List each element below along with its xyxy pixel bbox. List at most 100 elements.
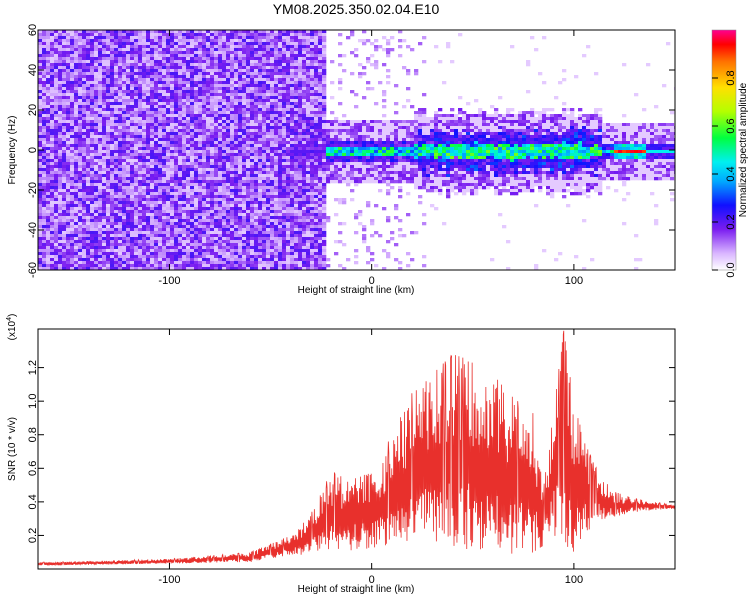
heatmap-cell xyxy=(242,240,247,244)
heatmap-cell xyxy=(218,252,223,256)
heatmap-cell xyxy=(122,210,127,214)
heatmap-cell xyxy=(214,126,219,130)
heatmap-cell xyxy=(110,57,115,61)
heatmap-cell xyxy=(234,114,239,118)
heatmap-cell xyxy=(218,258,223,262)
heatmap-cell xyxy=(230,177,235,181)
heatmap-cell xyxy=(270,189,275,193)
heatmap-cell xyxy=(154,213,159,217)
heatmap-cell xyxy=(46,228,51,232)
heatmap-cell xyxy=(94,264,99,268)
heatmap-cell xyxy=(130,228,135,232)
heatmap-cell xyxy=(102,69,107,73)
heatmap-cell xyxy=(146,33,151,37)
heatmap-cell xyxy=(230,156,235,160)
heatmap-cell xyxy=(182,153,187,157)
heatmap-cell xyxy=(194,33,199,37)
heatmap-cell xyxy=(70,258,75,262)
heatmap-cell xyxy=(234,135,239,139)
heatmap-cell xyxy=(254,171,259,175)
heatmap-cell xyxy=(114,189,119,193)
heatmap-cell xyxy=(202,63,207,67)
heatmap-cell xyxy=(194,225,199,229)
heatmap-cell xyxy=(158,36,163,40)
heatmap-cell xyxy=(70,147,75,151)
heatmap-cell xyxy=(70,225,75,229)
heatmap-cell xyxy=(114,69,119,73)
heatmap-cell xyxy=(286,105,291,109)
heatmap-cell xyxy=(114,111,119,115)
heatmap-cell xyxy=(110,33,115,37)
heatmap-cell xyxy=(250,51,255,55)
heatmap-cell xyxy=(186,231,191,235)
heatmap-cell xyxy=(66,168,71,172)
heatmap-cell xyxy=(258,243,263,247)
heatmap-cell xyxy=(194,87,199,91)
heatmap-cell xyxy=(174,33,179,37)
heatmap-cell xyxy=(190,144,195,148)
heatmap-cell xyxy=(218,183,223,187)
heatmap-cell xyxy=(134,72,139,76)
heatmap-cell xyxy=(46,159,51,163)
heatmap-cell xyxy=(210,249,215,253)
heatmap-cell xyxy=(90,33,95,37)
heatmap-cell xyxy=(182,231,187,235)
heatmap-cell xyxy=(238,153,243,157)
heatmap-cell xyxy=(38,252,43,256)
heatmap-cell xyxy=(238,90,243,94)
heatmap-cell xyxy=(150,147,155,151)
heatmap-cell xyxy=(82,135,87,139)
heatmap-cell xyxy=(130,216,135,220)
heatmap-cell xyxy=(206,210,211,214)
heatmap-cell xyxy=(106,219,111,223)
heatmap-cell xyxy=(122,228,127,232)
heatmap-cell xyxy=(86,231,91,235)
heatmap-cell xyxy=(178,114,183,118)
heatmap-cell xyxy=(158,183,163,187)
heatmap-cell xyxy=(130,147,135,151)
heatmap-cell xyxy=(230,249,235,253)
heatmap-cell xyxy=(158,132,163,136)
heatmap-cell xyxy=(234,216,239,220)
heatmap-cell xyxy=(278,177,283,181)
heatmap-cell xyxy=(238,264,243,268)
heatmap-cell xyxy=(198,30,203,34)
heatmap-cell xyxy=(258,36,263,40)
heatmap-cell xyxy=(174,267,179,270)
heatmap-cell xyxy=(202,33,207,37)
heatmap-cell xyxy=(190,75,195,79)
heatmap-cell xyxy=(282,36,287,40)
heatmap-cell xyxy=(122,213,127,217)
heatmap-cell xyxy=(258,165,263,169)
heatmap-cell xyxy=(194,267,199,270)
heatmap-cell xyxy=(170,144,175,148)
heatmap-cell xyxy=(206,171,211,175)
heatmap-cell xyxy=(62,195,67,199)
heatmap-cell xyxy=(66,156,71,160)
heatmap-cell xyxy=(206,30,211,34)
heatmap-cell xyxy=(166,138,171,142)
heatmap-cell xyxy=(270,261,275,265)
heatmap-cell xyxy=(222,240,227,244)
heatmap-cell xyxy=(186,183,191,187)
heatmap-cell xyxy=(270,198,275,202)
heatmap-cell xyxy=(190,228,195,232)
heatmap-cell xyxy=(78,213,83,217)
heatmap-cell xyxy=(142,231,147,235)
heatmap-cell xyxy=(70,63,75,67)
heatmap-cell xyxy=(238,183,243,187)
heatmap-cell xyxy=(130,183,135,187)
heatmap-cell xyxy=(74,213,79,217)
heatmap-cell xyxy=(66,135,71,139)
heatmap-cell xyxy=(262,120,267,124)
heatmap-cell xyxy=(62,222,67,226)
heatmap-cell xyxy=(86,174,91,178)
heatmap-cell xyxy=(262,39,267,43)
heatmap-cell xyxy=(270,66,275,70)
heatmap-cell xyxy=(66,258,71,262)
heatmap-cell xyxy=(94,171,99,175)
heatmap-cell xyxy=(234,225,239,229)
heatmap-cell xyxy=(106,36,111,40)
heatmap-cell xyxy=(254,114,259,118)
heatmap-cell xyxy=(218,165,223,169)
